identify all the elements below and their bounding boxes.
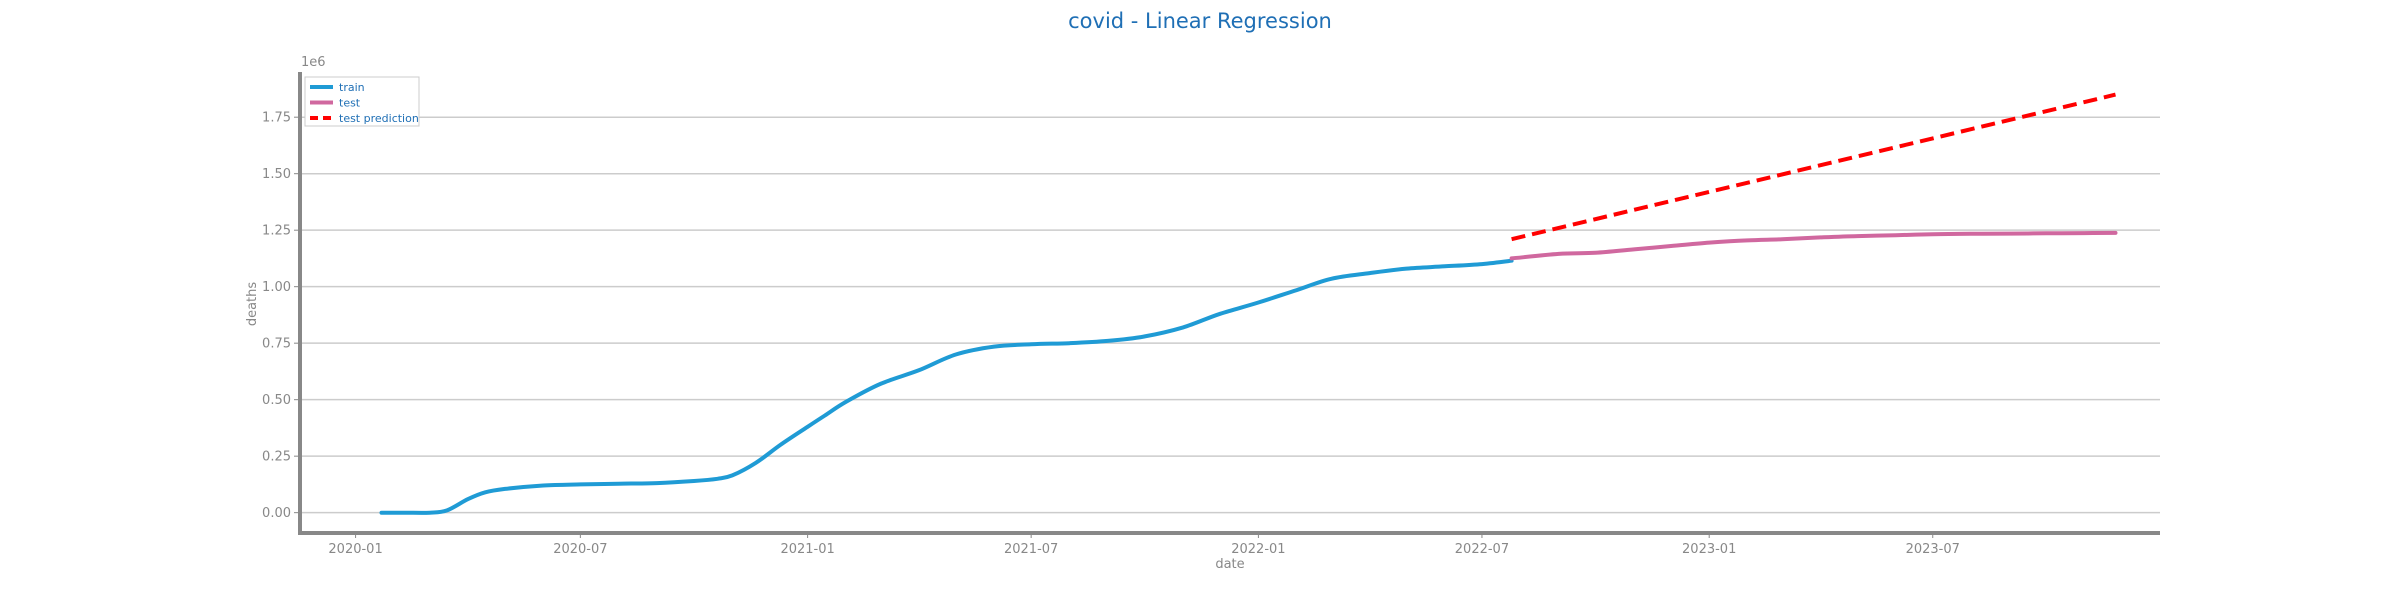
- x-tick-label: 2023-01: [1682, 542, 1736, 557]
- x-tick-label: 2022-07: [1455, 542, 1509, 557]
- y-scale-label: 1e6: [301, 55, 326, 70]
- legend-label: test: [339, 97, 361, 110]
- x-tick-label: 2020-07: [553, 542, 607, 557]
- x-tick-label: 2023-07: [1906, 542, 1960, 557]
- x-tick-label: 2020-01: [328, 542, 382, 557]
- x-tick-label: 2021-07: [1004, 542, 1058, 557]
- y-tick-label: 0.25: [262, 450, 291, 465]
- series-line-test-prediction: [1511, 92, 2116, 242]
- legend-label: test prediction: [339, 112, 419, 125]
- axes: 0.00 0.25 0.50 0.75 1.00 1.25 1.50 1.75 2020-01 2…: [262, 72, 2160, 557]
- y-tick-label: 1.00: [262, 280, 291, 295]
- series-line-test: [1509, 230, 2118, 261]
- y-tick-label: 0.00: [262, 506, 291, 521]
- y-axis-label: deaths: [245, 282, 260, 327]
- grid: [300, 116, 2160, 514]
- legend: train test test prediction: [304, 76, 420, 127]
- y-tick-label: 1.50: [262, 167, 291, 182]
- y-tick-label: 1.25: [262, 224, 291, 239]
- x-axis-label: date: [1215, 557, 1244, 572]
- plot-area: [379, 92, 2118, 515]
- x-tick-label: 2022-01: [1231, 542, 1285, 557]
- series-line-train: [379, 258, 1514, 515]
- y-tick-label: 0.75: [262, 337, 291, 352]
- y-tick-label: 0.50: [262, 393, 291, 408]
- chart-title: covid - Linear Regression: [1068, 9, 1332, 33]
- legend-label: train: [339, 81, 365, 94]
- x-tick-label: 2021-01: [780, 542, 834, 557]
- y-tick-label: 1.75: [262, 111, 291, 126]
